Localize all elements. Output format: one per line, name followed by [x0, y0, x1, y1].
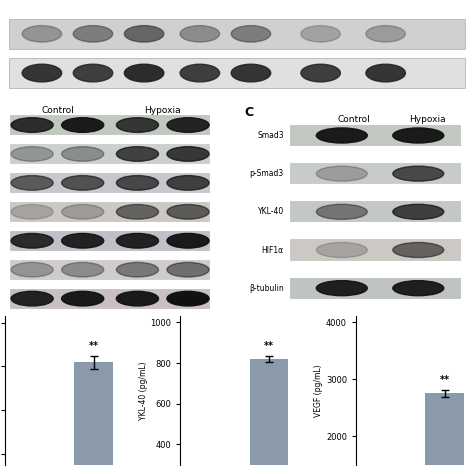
FancyBboxPatch shape — [9, 230, 211, 252]
FancyBboxPatch shape — [9, 259, 211, 281]
Ellipse shape — [393, 128, 444, 143]
Ellipse shape — [316, 243, 367, 257]
Ellipse shape — [62, 233, 104, 248]
Ellipse shape — [22, 64, 62, 82]
Ellipse shape — [22, 26, 62, 42]
Ellipse shape — [117, 263, 158, 277]
Ellipse shape — [393, 281, 444, 296]
Ellipse shape — [62, 146, 104, 161]
Ellipse shape — [73, 64, 113, 82]
Text: YKL-40: YKL-40 — [258, 207, 284, 216]
Ellipse shape — [393, 243, 444, 257]
Ellipse shape — [117, 292, 158, 306]
Ellipse shape — [167, 175, 209, 190]
Ellipse shape — [316, 204, 367, 219]
FancyBboxPatch shape — [9, 58, 465, 88]
Ellipse shape — [366, 64, 405, 82]
Ellipse shape — [117, 175, 158, 190]
Ellipse shape — [117, 118, 158, 132]
Ellipse shape — [231, 64, 271, 82]
Text: **: ** — [89, 341, 99, 351]
Text: **: ** — [440, 375, 450, 385]
Text: p-Smad3: p-Smad3 — [250, 169, 284, 178]
FancyBboxPatch shape — [289, 201, 462, 223]
Ellipse shape — [393, 204, 444, 219]
Ellipse shape — [167, 204, 209, 219]
Ellipse shape — [301, 64, 340, 82]
Ellipse shape — [180, 64, 219, 82]
Ellipse shape — [11, 118, 53, 132]
Ellipse shape — [124, 64, 164, 82]
Ellipse shape — [316, 128, 367, 143]
Ellipse shape — [366, 26, 405, 42]
Ellipse shape — [124, 26, 164, 42]
Ellipse shape — [117, 204, 158, 219]
Ellipse shape — [167, 233, 209, 248]
FancyBboxPatch shape — [289, 124, 462, 147]
Ellipse shape — [167, 118, 209, 132]
Ellipse shape — [11, 292, 53, 306]
Ellipse shape — [117, 146, 158, 161]
FancyBboxPatch shape — [9, 114, 211, 136]
Ellipse shape — [231, 26, 271, 42]
Bar — [426, 393, 464, 474]
FancyBboxPatch shape — [9, 288, 211, 310]
Text: Hypoxia: Hypoxia — [145, 106, 181, 115]
Ellipse shape — [11, 146, 53, 161]
Ellipse shape — [62, 263, 104, 277]
Text: Smad3: Smad3 — [257, 131, 284, 140]
Ellipse shape — [167, 263, 209, 277]
FancyBboxPatch shape — [9, 172, 211, 194]
Text: β-tubulin: β-tubulin — [249, 283, 284, 292]
Text: C: C — [245, 106, 254, 119]
Bar — [250, 359, 289, 474]
Bar — [74, 362, 113, 474]
Ellipse shape — [62, 204, 104, 219]
Text: Control: Control — [41, 106, 74, 115]
Ellipse shape — [117, 233, 158, 248]
Ellipse shape — [11, 233, 53, 248]
FancyBboxPatch shape — [289, 277, 462, 300]
Ellipse shape — [11, 175, 53, 190]
Text: HIF1α: HIF1α — [262, 246, 284, 255]
Y-axis label: VEGF (pg/mL): VEGF (pg/mL) — [314, 364, 323, 417]
Ellipse shape — [316, 281, 367, 296]
Ellipse shape — [393, 166, 444, 181]
FancyBboxPatch shape — [289, 162, 462, 185]
Text: **: ** — [264, 341, 274, 352]
FancyBboxPatch shape — [9, 143, 211, 165]
FancyBboxPatch shape — [9, 19, 465, 49]
Ellipse shape — [62, 118, 104, 132]
Ellipse shape — [167, 292, 209, 306]
FancyBboxPatch shape — [289, 238, 462, 262]
Y-axis label: YKL-40 (pg/mL): YKL-40 (pg/mL) — [138, 361, 147, 420]
Text: Control: Control — [337, 115, 370, 124]
Ellipse shape — [316, 166, 367, 181]
Ellipse shape — [167, 146, 209, 161]
Ellipse shape — [62, 292, 104, 306]
Ellipse shape — [180, 26, 219, 42]
Ellipse shape — [73, 26, 113, 42]
Ellipse shape — [11, 204, 53, 219]
Ellipse shape — [62, 175, 104, 190]
Ellipse shape — [11, 263, 53, 277]
Ellipse shape — [301, 26, 340, 42]
FancyBboxPatch shape — [9, 201, 211, 223]
Text: Hypoxia: Hypoxia — [409, 115, 446, 124]
